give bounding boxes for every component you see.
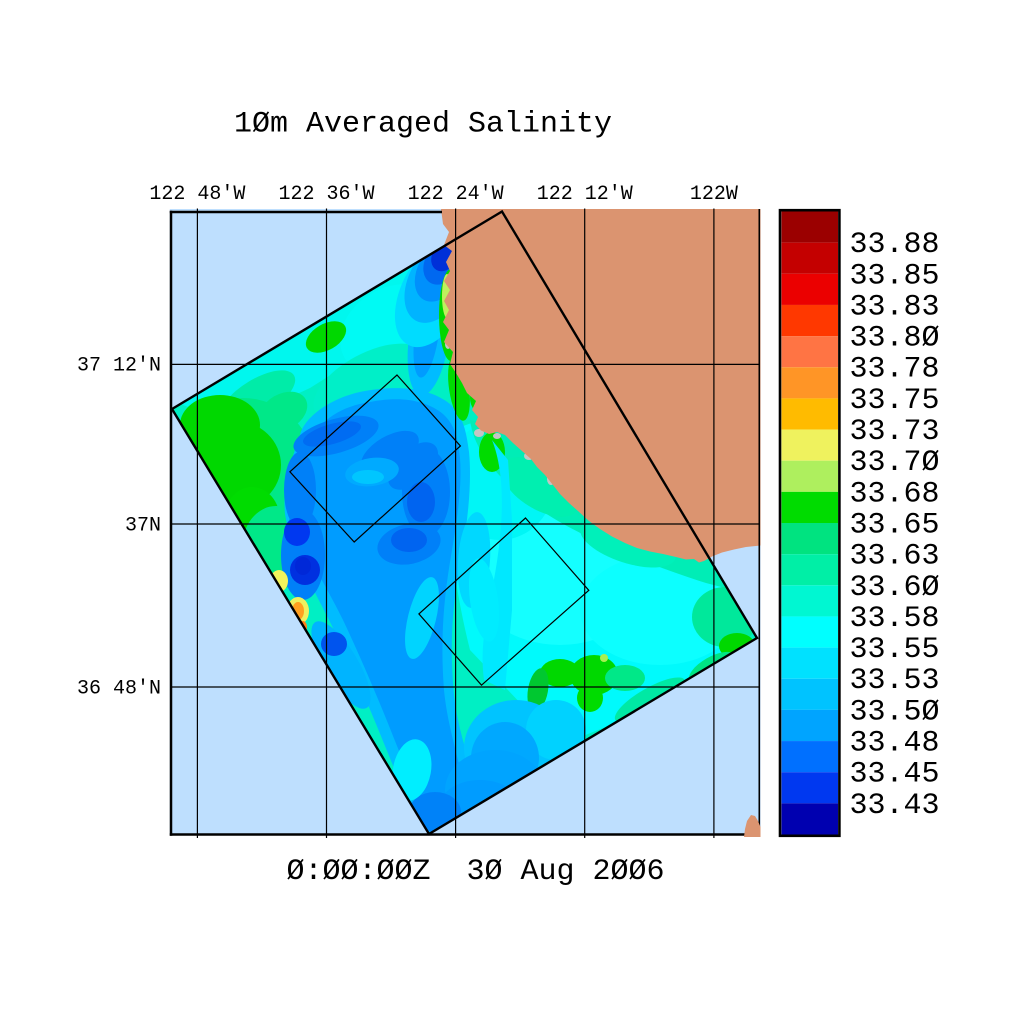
- svg-text:33.45: 33.45: [850, 758, 940, 792]
- svg-text:122 24'W: 122 24'W: [408, 183, 504, 206]
- svg-text:33.88: 33.88: [850, 228, 940, 262]
- svg-text:33.75: 33.75: [850, 384, 940, 418]
- svg-text:33.7Ø: 33.7Ø: [850, 446, 940, 480]
- svg-text:33.78: 33.78: [850, 353, 940, 387]
- svg-text:36 48'N: 36 48'N: [77, 677, 161, 700]
- svg-text:33.58: 33.58: [850, 602, 940, 636]
- svg-text:33.5Ø: 33.5Ø: [850, 695, 940, 729]
- svg-text:33.8Ø: 33.8Ø: [850, 322, 940, 356]
- svg-text:33.6Ø: 33.6Ø: [850, 571, 940, 605]
- svg-text:122 12'W: 122 12'W: [537, 183, 633, 206]
- svg-text:37N: 37N: [125, 514, 161, 537]
- svg-text:33.83: 33.83: [850, 290, 940, 324]
- svg-text:33.63: 33.63: [850, 540, 940, 574]
- svg-text:122 36'W: 122 36'W: [278, 183, 374, 206]
- svg-text:33.68: 33.68: [850, 477, 940, 511]
- svg-text:122W: 122W: [690, 183, 738, 206]
- svg-text:Ø:ØØ:ØØZ 3Ø Aug 2ØØ6: Ø:ØØ:ØØZ 3Ø Aug 2ØØ6: [287, 855, 665, 889]
- svg-text:37 12'N: 37 12'N: [77, 355, 161, 378]
- svg-text:33.43: 33.43: [850, 789, 940, 823]
- svg-text:1Øm Averaged Salinity: 1Øm Averaged Salinity: [234, 108, 612, 142]
- svg-text:33.53: 33.53: [850, 664, 940, 698]
- svg-text:33.55: 33.55: [850, 633, 940, 667]
- svg-text:33.48: 33.48: [850, 727, 940, 761]
- svg-text:33.85: 33.85: [850, 259, 940, 293]
- svg-text:33.73: 33.73: [850, 415, 940, 449]
- svg-text:33.65: 33.65: [850, 509, 940, 543]
- svg-text:122 48'W: 122 48'W: [149, 183, 245, 206]
